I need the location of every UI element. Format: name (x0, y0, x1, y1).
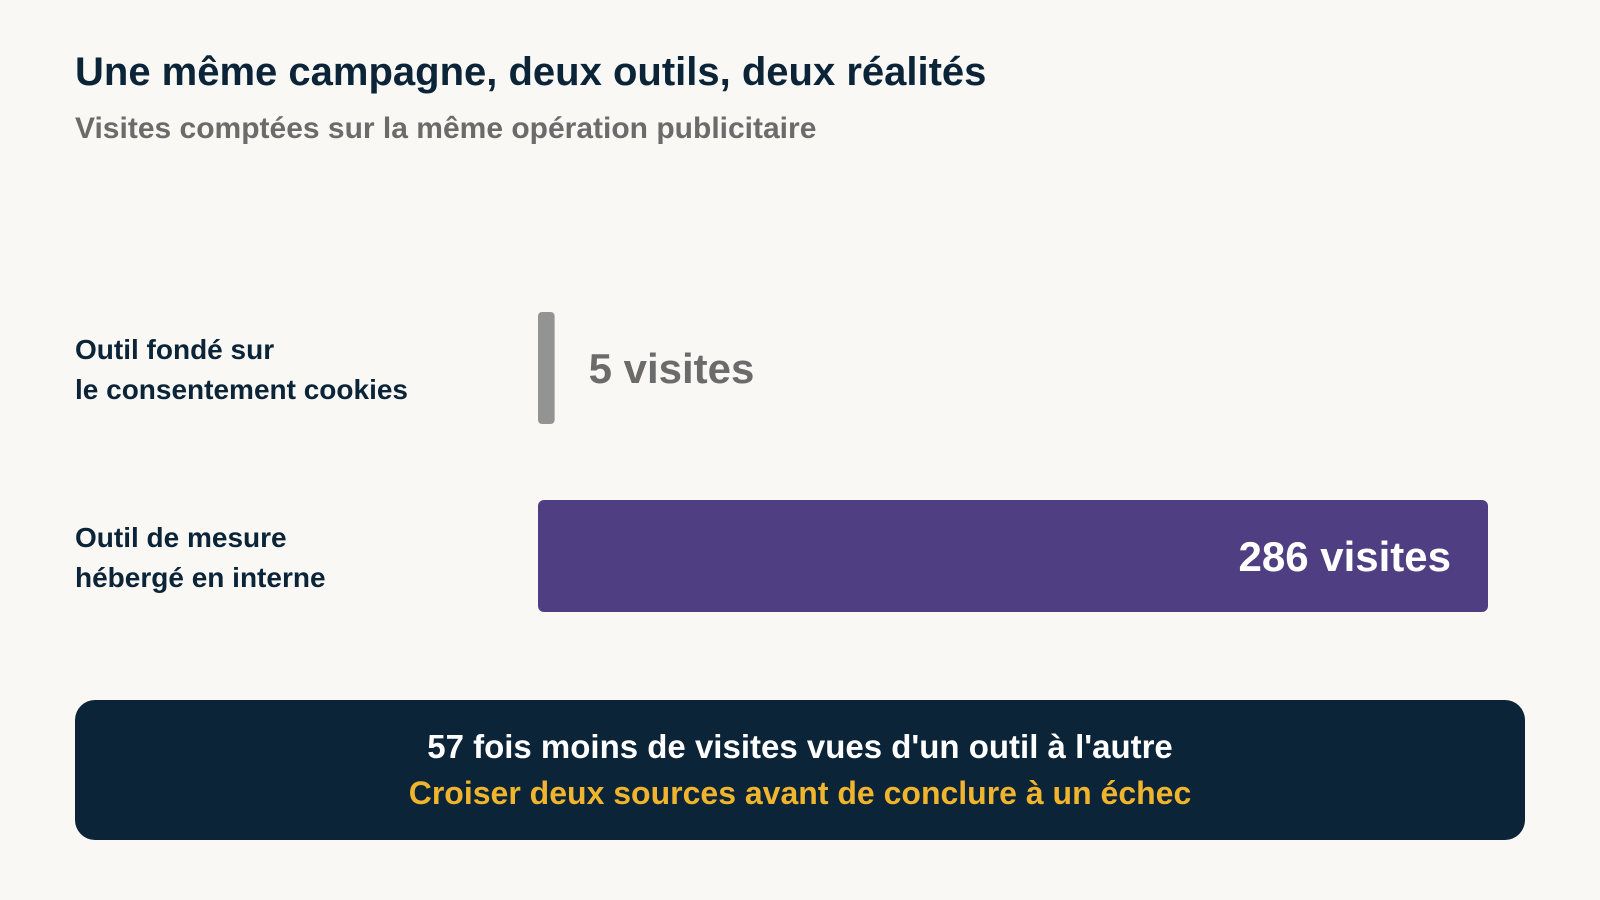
callout-main-text: 57 fois moins de visites vues d'un outil… (427, 728, 1173, 765)
value-label-1: 5 visites (589, 345, 755, 392)
bar-2 (538, 500, 1488, 612)
bar-chart: Outil fondé sur le consentement cookies 5 … (75, 312, 1488, 612)
category-label-2: Outil de mesure hébergé en interne (75, 522, 326, 593)
chart-subtitle: Visites comptées sur la même opération p… (75, 112, 817, 145)
value-label-2: 286 visites (1238, 533, 1451, 580)
bar-1 (538, 312, 555, 424)
callout-sub-text: Croiser deux sources avant de conclure à… (408, 775, 1192, 811)
chart-title: Une même campagne, deux outils, deux réa… (75, 50, 987, 94)
insight-callout: 57 fois moins de visites vues d'un outil… (75, 700, 1525, 840)
category-label-1: Outil fondé sur le consentement cookies (75, 334, 408, 405)
